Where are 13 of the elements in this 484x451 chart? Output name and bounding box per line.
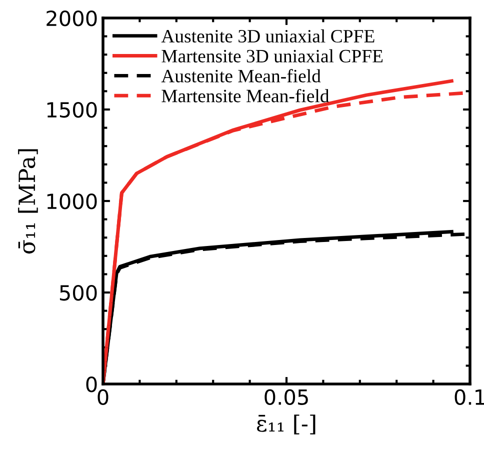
y-axis-title: σ̄₁₁ [MPa]: [18, 149, 38, 254]
legend-label: Martensite 3D uniaxial CPFE: [162, 49, 383, 62]
y-tick-label: 500: [60, 284, 97, 301]
y-tick-label: 0: [86, 376, 97, 392]
legend-label: Martensite Mean-field: [162, 88, 330, 102]
x-tick-label: 0.05: [264, 389, 308, 405]
y-tick-label: 2000: [46, 10, 97, 26]
legend-label: Austenite Mean-field: [161, 69, 321, 82]
x-tick-label: 0: [98, 389, 108, 405]
y-tick-label: 1500: [47, 102, 97, 118]
legend-label: Austenite 3D uniaxial CPFE: [161, 29, 374, 43]
x-axis-title: ε̄₁₁ [-]: [256, 414, 316, 434]
y-tick-label: 1000: [47, 193, 97, 210]
